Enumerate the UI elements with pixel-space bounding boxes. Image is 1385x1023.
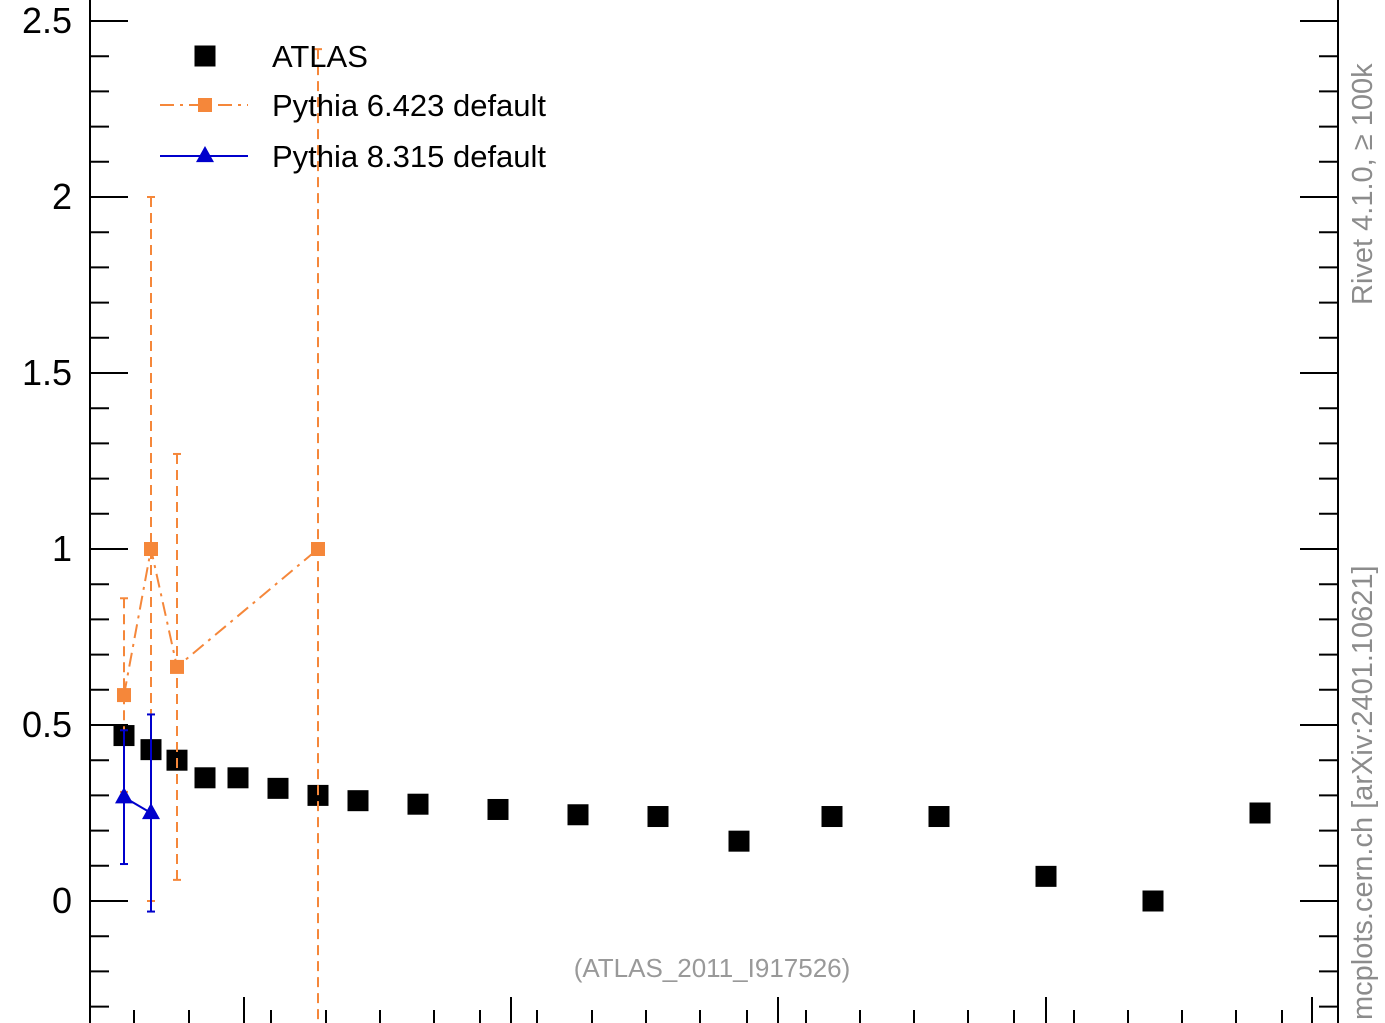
- data-point: [227, 767, 249, 789]
- y-tick-labels: 0 0.5 1 1.5 2 2.5: [22, 0, 72, 921]
- analysis-id-label: (ATLAS_2011_I917526): [574, 953, 851, 983]
- legend-label: Pythia 8.315 default: [272, 139, 546, 174]
- series-line: [123, 548, 319, 696]
- data-point: [928, 806, 950, 828]
- legend-entry-1: ATLAS: [194, 39, 368, 74]
- data-point: [647, 806, 669, 828]
- data-point: [267, 777, 289, 799]
- y-tick-label: 0.5: [22, 704, 72, 745]
- legend-label: Pythia 6.423 default: [272, 88, 546, 123]
- legend-marker: [194, 45, 216, 67]
- legend-entry-3: Pythia 8.315 default: [160, 139, 546, 174]
- series-2: [117, 48, 325, 1023]
- data-point: [307, 784, 329, 806]
- data-point: [1035, 865, 1057, 887]
- legend-marker: [198, 98, 212, 112]
- data-point: [115, 787, 133, 804]
- data-point: [1249, 802, 1271, 824]
- data-point: [311, 542, 325, 556]
- data-point: [567, 804, 589, 826]
- legend: ATLAS Pythia 6.423 default Pythia 8.315 de…: [160, 39, 546, 174]
- plot-frame: [89, 0, 1339, 1023]
- data-point: [821, 806, 843, 828]
- y-tick-label: 2.5: [22, 0, 72, 41]
- data-point: [194, 767, 216, 789]
- series-1: [113, 725, 1271, 912]
- rivet-version-label: Rivet 4.1.0, ≥ 100k: [1347, 63, 1379, 305]
- y-tick-label: 1.5: [22, 352, 72, 393]
- data-point: [487, 798, 509, 820]
- data-point: [728, 830, 750, 852]
- y-tick-label: 0: [52, 880, 72, 921]
- legend-label: ATLAS: [272, 39, 368, 74]
- data-point: [407, 793, 429, 815]
- data-point: [347, 790, 369, 812]
- axis-ticks: [90, 20, 1338, 1023]
- mcplots-label: mcplots.cern.ch [arXiv:2401.10621]: [1347, 565, 1379, 1020]
- legend-marker: [196, 145, 214, 163]
- data-point: [170, 659, 184, 674]
- data-point: [1142, 890, 1164, 912]
- series-3: [115, 713, 160, 913]
- data-series: [113, 48, 1271, 1023]
- y-tick-label: 2: [52, 176, 72, 217]
- data-point: [144, 542, 158, 556]
- legend-entry-2: Pythia 6.423 default: [160, 88, 546, 123]
- data-point: [142, 802, 160, 820]
- y-tick-label: 1: [52, 528, 72, 569]
- data-point: [117, 688, 131, 703]
